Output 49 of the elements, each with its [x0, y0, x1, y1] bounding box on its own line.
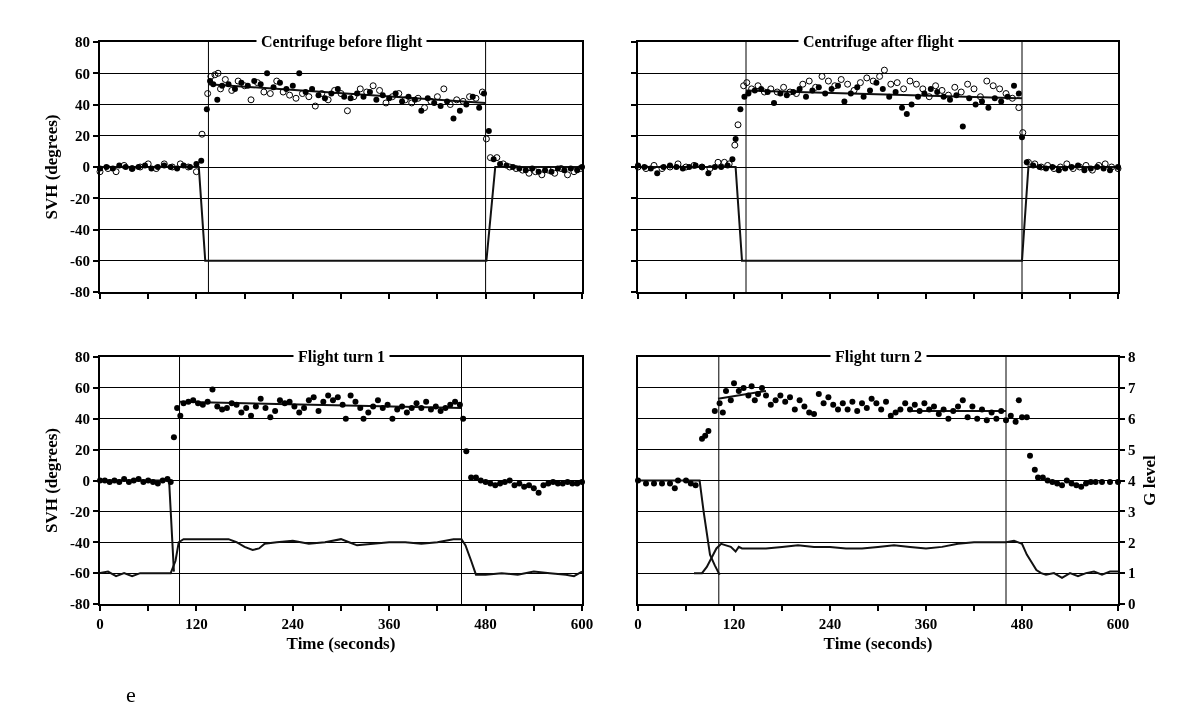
x-tick-label: 360	[914, 616, 938, 632]
y2-tick-label: 5	[1128, 441, 1136, 458]
y-tick-label: 80	[75, 34, 90, 51]
y2-axis-title: G level	[1139, 454, 1159, 506]
y-tick-label: -40	[70, 221, 90, 238]
y2-tick-label: 1	[1128, 565, 1136, 582]
y-tick-label: 80	[75, 349, 90, 366]
y-tick-label: -80	[70, 284, 90, 301]
y2-tick-label: 6	[1128, 411, 1136, 427]
y-tick-label: 0	[82, 159, 90, 176]
x-tick-label: 360	[377, 616, 401, 632]
y-tick-label: -20	[70, 190, 90, 207]
x-tick-label: 120	[185, 616, 208, 632]
y2-tick-label: 3	[1128, 503, 1136, 520]
x-tick-label: 600	[1106, 616, 1130, 632]
x-axis-title: Time (seconds)	[823, 633, 933, 653]
y-tick-label: 0	[82, 472, 90, 489]
y-tick-label: 60	[75, 380, 90, 397]
y2-tick-label: 0	[1128, 596, 1136, 613]
y-tick-label: -40	[70, 534, 90, 551]
y-tick-label: -60	[70, 565, 90, 582]
x-tick-label: 0	[634, 616, 642, 632]
chart-title: Flight turn 1	[294, 348, 390, 366]
y-axis-title: SVH (degrees)	[42, 428, 62, 533]
x-tick-label: 0	[96, 616, 104, 632]
chart-title: Flight turn 2	[831, 348, 927, 366]
x-tick-label: 600	[570, 616, 594, 632]
y-tick-label: 60	[75, 65, 90, 82]
x-tick-label: 120	[722, 616, 746, 632]
y2-tick-label: 7	[1128, 380, 1136, 397]
chart-title: Centrifuge after flight	[799, 33, 958, 51]
y2-tick-label: 2	[1128, 534, 1136, 551]
y2-tick-label: 8	[1128, 349, 1136, 366]
y-tick-label: 20	[75, 441, 90, 458]
y-axis-title: SVH (degrees)	[42, 114, 62, 220]
y-tick-label: 40	[75, 411, 90, 427]
y-tick-label: -20	[70, 503, 90, 520]
chart-title: Centrifuge before flight	[257, 33, 427, 51]
x-tick-label: 240	[818, 616, 842, 632]
x-tick-label: 480	[474, 616, 497, 632]
x-axis-title: Time (seconds)	[286, 633, 396, 653]
y-tick-label: 40	[75, 96, 90, 113]
x-tick-label: 480	[1010, 616, 1034, 632]
y-tick-label: -60	[70, 253, 90, 269]
y-tick-label: -80	[70, 596, 90, 613]
text: e	[126, 682, 136, 707]
y-tick-label: 20	[75, 128, 90, 144]
y2-tick-label: 4	[1128, 472, 1136, 489]
x-tick-label: 240	[281, 616, 305, 632]
